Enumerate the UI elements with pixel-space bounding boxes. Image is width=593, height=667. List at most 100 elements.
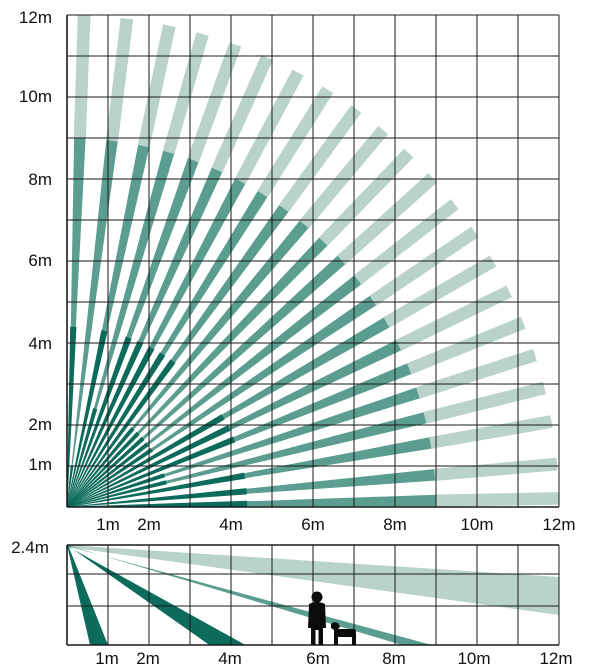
x-tick-label: 1m [96,515,120,534]
beam [66,24,176,508]
x-tick-label: 12m [539,649,572,667]
beam-far-segment [257,86,334,198]
beam-far-segment [73,15,91,139]
beam-near-segment [66,431,140,508]
beam-near-segment [66,480,167,508]
beam-near-segment [67,500,248,508]
y-tick-label: 1m [28,455,52,474]
beam-far-segment [406,316,526,375]
beam-far-segment [211,55,273,173]
beam-near-segment [66,407,98,508]
beam-far-segment [369,226,479,306]
beam-far-segment [434,457,558,481]
beam [66,42,242,508]
beam-mid-segment [71,140,118,467]
beam [66,17,134,507]
beam [66,86,334,508]
x-tick-label: 2m [137,515,161,534]
x-tick-label: 4m [219,515,243,534]
beam-mid-segment [228,340,402,431]
beam [66,148,414,508]
x-tick-label: 8m [382,649,406,667]
beam [66,32,209,508]
beam-near-segment [66,436,236,508]
beam-far-segment [137,24,176,148]
top-view-y-axis-labels: 1m 2m 4m 6m 8m 10m 12m [19,8,52,474]
beam-far-segment [429,415,553,449]
beam-near-segment [66,466,74,507]
x-tick-label: 6m [306,649,330,667]
x-tick-label: 4m [218,649,242,667]
beam-mid-segment [93,150,175,409]
beam-near-segment [66,336,132,508]
beam-near-segment [66,414,225,508]
y-tick-label: 8m [28,170,52,189]
beam-mid-segment [137,237,328,435]
x-tick-label: 1m [95,649,119,667]
top-view-beams [66,15,559,508]
beam [66,226,479,508]
beam-mid-segment [138,167,223,344]
beam-near-segment [66,473,166,508]
beam-mid-segment [142,255,346,440]
person-icon [308,591,326,645]
beam-near-segment [66,447,154,508]
beam-far-segment [106,17,134,142]
beam-mid-segment [149,178,246,349]
x-tick-label: 6m [301,515,325,534]
y-tick-label: 12m [19,8,52,27]
beam-far-segment [383,255,497,328]
x-tick-label: 8m [383,515,407,534]
beam-near-segment [66,329,108,508]
top-view: 1m 2m 4m 6m 8m 10m 12m 1m 2m 4m 6m 8m 10… [19,8,576,534]
beam-mid-segment [246,469,436,494]
beam [66,69,304,508]
dog-icon [331,622,356,645]
x-tick-label: 12m [542,515,575,534]
y-tick-label: 4m [28,334,52,353]
beam-near-segment [66,352,166,508]
y-tick-label: 2m [28,415,52,434]
beam-mid-segment [146,275,362,445]
beam-mid-segment [171,205,289,363]
top-view-x-axis-labels: 1m 2m 4m 6m 8m 10m 12m [96,515,575,534]
beam [66,173,437,508]
beam-mid-segment [131,220,309,430]
beam-far-segment [234,69,304,184]
beam-far-segment [279,105,362,212]
beam [66,316,526,508]
y-tick-label: 10m [19,87,52,106]
beam [67,415,553,508]
beam-near-segment [67,472,246,508]
beam-far-segment [299,126,389,229]
beam-near-segment [66,326,77,507]
beam [67,492,559,508]
beam [66,15,91,507]
beam-mid-segment [244,437,432,479]
beam-near-segment [67,488,247,508]
beam-far-segment [337,173,437,265]
beam-far-segment [187,42,242,163]
beam [66,105,362,508]
beam [67,457,558,508]
height-label: 2.4m [11,538,49,557]
beam-mid-segment [233,363,412,442]
x-tick-label: 10m [460,515,493,534]
side-view-x-axis-labels: 1m 2m 4m 6m 8m 10m 12m [95,649,572,667]
side-beam-down [67,545,108,645]
beam-far-segment [435,492,559,507]
beam-near-segment [66,427,135,508]
beam-mid-segment [164,387,420,477]
beam-mid-segment [160,191,268,356]
y-tick-label: 6m [28,251,52,270]
beam-near-segment [66,436,145,508]
beam [66,126,389,508]
beam-near-segment [66,346,155,508]
beam-mid-segment [102,144,150,332]
beam-mid-segment [247,494,436,507]
beam-far-segment [162,32,209,154]
x-tick-label: 2m [136,649,160,667]
beam-mid-segment [126,158,199,339]
beam-mid-segment [70,138,86,327]
